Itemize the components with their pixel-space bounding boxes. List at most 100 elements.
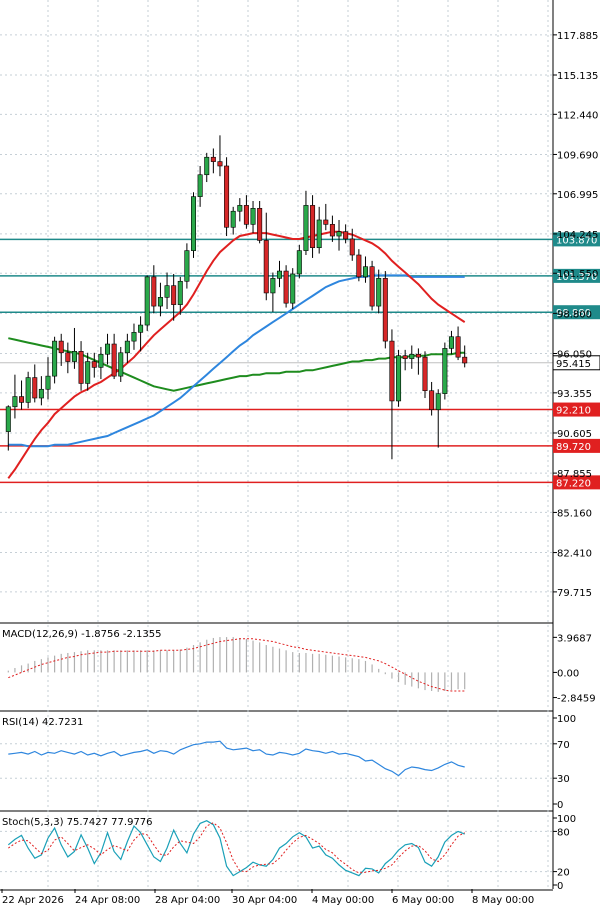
level-label-box (553, 268, 600, 283)
candle-body (349, 238, 355, 256)
price-tick-label: 87.855 (557, 469, 592, 480)
price-tick-label: 106.995 (557, 190, 598, 201)
candle-body (369, 266, 375, 307)
candle-body (151, 276, 157, 307)
candle-body (65, 352, 71, 362)
rsi-tick-label: 30 (557, 774, 570, 785)
time-tick-label: 30 Apr 04:00 (232, 895, 297, 906)
candle-body (415, 353, 421, 358)
stoch-k-line (7, 820, 465, 877)
moving-average-slow (8, 337, 465, 392)
candle-body (316, 219, 322, 249)
candle-body (237, 205, 243, 212)
candle-body (263, 240, 269, 294)
candle-body (164, 285, 170, 298)
candle-body (296, 250, 302, 275)
candle-body (138, 324, 144, 333)
price-panel (5, 135, 468, 479)
candle-body (184, 250, 190, 282)
price-tick-label: 98.800 (557, 309, 592, 320)
candle-body (58, 340, 64, 354)
candle-body (157, 297, 163, 307)
candle-body (409, 353, 415, 359)
current-price-label: 95.415 (556, 359, 591, 370)
candle-body (310, 205, 316, 249)
candle-body (204, 156, 210, 176)
stoch-tick-label: 80 (557, 827, 570, 838)
candle-body (38, 388, 44, 399)
level-label-box (553, 232, 600, 247)
candle-body (362, 266, 368, 278)
time-tick-label: 8 May 00:00 (472, 895, 534, 906)
candle-body (45, 375, 51, 390)
candle-body (71, 351, 77, 362)
candle-body (124, 340, 130, 354)
stoch-tick-label: 0 (557, 881, 563, 892)
candle-body (283, 270, 289, 304)
price-tick-label: 112.440 (557, 110, 598, 121)
price-tick-label: 104.245 (557, 230, 598, 241)
stoch-tick-label: 20 (557, 868, 570, 879)
candle-body (25, 377, 31, 403)
candle-body (111, 343, 117, 377)
candle-body (435, 393, 441, 410)
candle-body (91, 361, 97, 368)
candle-body (19, 396, 25, 403)
rsi-line (8, 740, 465, 777)
price-tick-label: 115.135 (557, 71, 598, 82)
macd-tick-label: -2.8459 (557, 694, 596, 705)
candle-body (85, 361, 91, 384)
candle-body (230, 210, 236, 228)
rsi-title: RSI(14) 42.7231 (2, 717, 83, 728)
candle-body (171, 285, 177, 305)
price-tick-label: 101.550 (557, 269, 598, 280)
price-tick-label: 96.050 (557, 350, 592, 361)
candle-body (290, 273, 296, 304)
current-price-box (552, 355, 600, 371)
time-tick-label: 22 Apr 2026 (2, 895, 64, 906)
candle-body (217, 161, 223, 167)
candle-body (131, 332, 137, 342)
time-tick-label: 6 May 00:00 (392, 895, 454, 906)
level-label-box (553, 305, 600, 320)
candle-body (356, 254, 362, 278)
candle-body (336, 231, 342, 237)
candle-body (243, 205, 249, 225)
stoch-d-line (8, 822, 465, 874)
time-tick-label: 24 Apr 08:00 (75, 895, 140, 906)
rsi-tick-label: 100 (557, 714, 576, 725)
price-tick-label: 117.885 (557, 31, 598, 42)
time-axis: 22 Apr 2026 24 Apr 08:00 28 Apr 04:00 30 Ap… (1, 889, 534, 906)
candle-body (303, 205, 309, 251)
price-tick-label: 109.690 (557, 150, 598, 161)
candle-body (270, 278, 276, 294)
level-label: 98.880 (556, 308, 591, 319)
level-label-box (553, 475, 600, 490)
rsi-tick-label: 0 (557, 800, 563, 811)
candle-body (12, 396, 18, 408)
candle-body (462, 356, 468, 364)
price-tick-label: 93.355 (557, 389, 592, 400)
time-tick-label: 28 Apr 04:00 (155, 895, 220, 906)
candle-body (118, 352, 124, 377)
stochastic-panel: Stoch(5,3,3) 75.7427 77.9776 (0, 817, 553, 877)
candle-body (177, 280, 183, 305)
stoch-tick-label: 100 (557, 814, 576, 825)
candle-body (197, 174, 203, 197)
candle-body (382, 278, 388, 342)
price-tick-label: 82.410 (557, 549, 592, 560)
level-label: 101.370 (556, 272, 597, 283)
candle-body (389, 340, 395, 402)
macd-tick-label: 0.00 (557, 668, 579, 679)
level-label: 92.210 (556, 406, 591, 417)
candle-body (250, 208, 256, 225)
candle-body (32, 377, 38, 399)
time-tick-label: 4 May 00:00 (312, 895, 374, 906)
level-label: 103.870 (556, 235, 597, 246)
candle-body (448, 336, 454, 349)
candle-body (78, 351, 84, 384)
candle-body (442, 348, 448, 394)
candle-body (98, 353, 104, 368)
candle-body (257, 208, 263, 241)
macd-signal-line (8, 638, 465, 692)
